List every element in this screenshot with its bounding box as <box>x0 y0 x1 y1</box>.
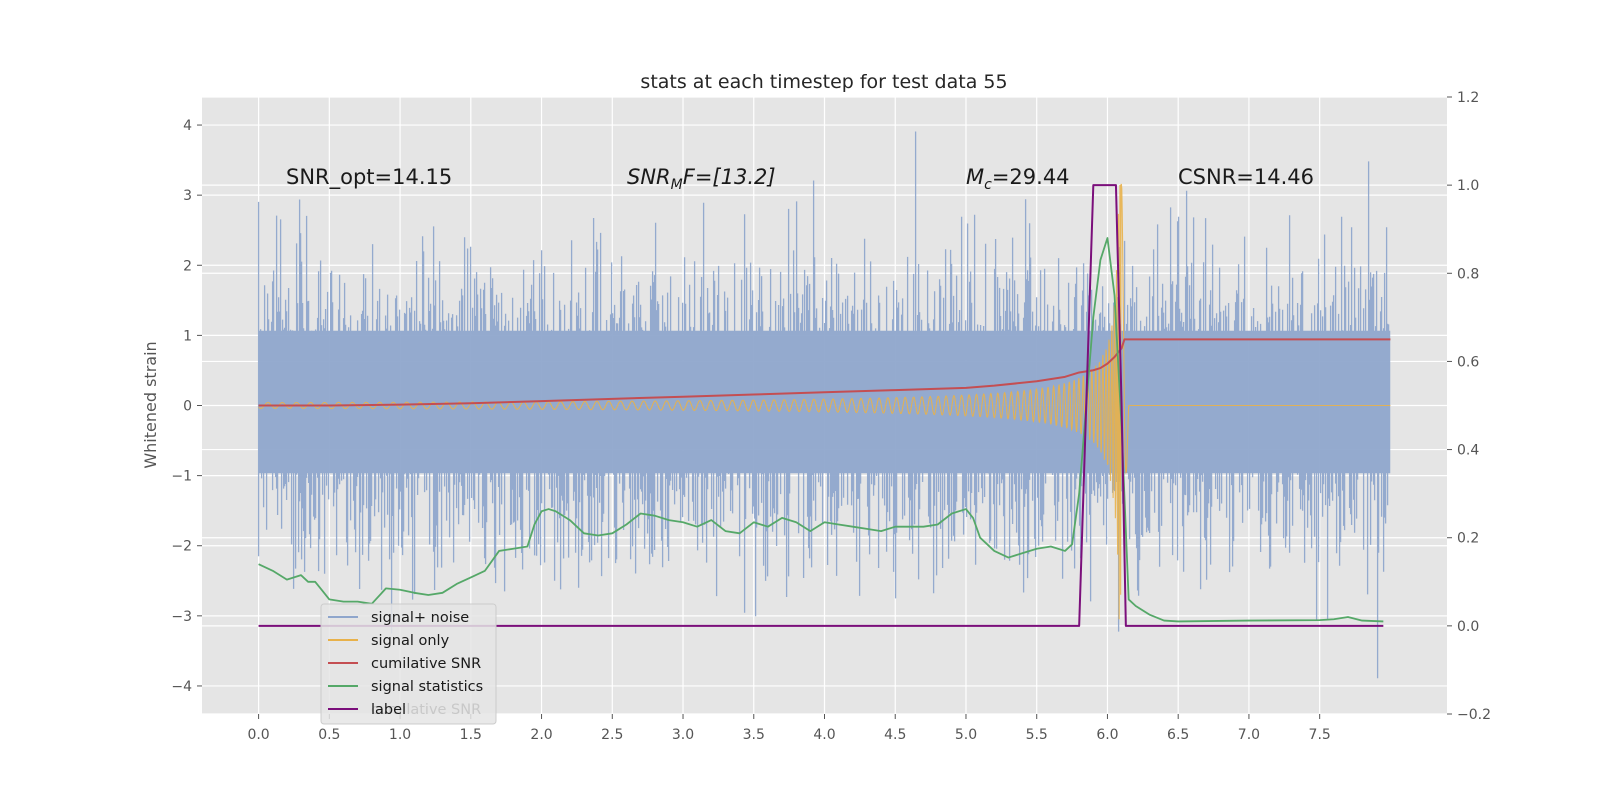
y2-tick-label: 0.0 <box>1457 619 1479 635</box>
label-series <box>258 184 1384 627</box>
y-tick-label: 1 <box>183 328 192 344</box>
annotation-snr-opt: SNR_opt=14.15 <box>286 165 452 190</box>
x-axis: 0.0 0.5 1.0 1.5 2.0 2.5 3.0 3.5 4.0 4.5 5.0 5.5 6.0 6… <box>247 714 1331 743</box>
x-tick-label: 5.5 <box>1026 727 1048 743</box>
legend-label: signal only <box>371 633 450 649</box>
y-tick-label: 4 <box>183 118 192 134</box>
chart-title: stats at each timestep for test data 55 <box>640 71 1007 93</box>
signal-only-series <box>258 183 1391 620</box>
y-axis-label: Whitened strain <box>141 341 160 468</box>
x-tick-label: 7.5 <box>1309 727 1331 743</box>
x-tick-label: 2.5 <box>601 727 623 743</box>
annotation-chirp-mass: Mc=29.44 <box>966 165 1070 193</box>
y-tick-label: 0 <box>183 399 192 415</box>
y-tick-label: −1 <box>171 469 192 485</box>
x-tick-label: 0.0 <box>247 727 269 743</box>
legend: cumilative SNR signal+ noise signal only c… <box>320 603 497 725</box>
signal-only-line <box>258 183 1391 620</box>
signal-statistics-series <box>258 237 1384 623</box>
x-tick-label: 5.0 <box>955 727 977 743</box>
legend-label: label <box>371 702 406 718</box>
y-tick-label: 3 <box>183 188 192 204</box>
y2-tick-label: 1.0 <box>1457 178 1479 194</box>
x-tick-label: 6.5 <box>1167 727 1189 743</box>
x-tick-label: 1.5 <box>460 727 482 743</box>
y2-tick-label: 0.8 <box>1457 266 1479 282</box>
y2-tick-label: 0.6 <box>1457 354 1479 370</box>
series-layer <box>257 131 1391 679</box>
y2-tick-label: 1.2 <box>1457 90 1479 106</box>
label-line <box>258 184 1384 627</box>
y-tick-label: −4 <box>171 679 192 695</box>
signal-statistics-line <box>258 237 1384 623</box>
y-tick-label: −3 <box>171 609 192 625</box>
annotation-snr-mf: SNRMF=[13.2] <box>627 165 776 193</box>
x-tick-label: 0.5 <box>318 727 340 743</box>
legend-label: cumilative SNR <box>371 656 481 672</box>
y2-tick-label: 0.4 <box>1457 443 1479 459</box>
x-tick-label: 3.0 <box>672 727 694 743</box>
y-axis-right: 1.2 1.0 0.8 0.6 0.4 0.2 0.0 −0.2 <box>1447 90 1491 723</box>
y2-tick-label: 0.2 <box>1457 531 1479 547</box>
legend-box <box>320 603 497 725</box>
x-tick-label: 4.0 <box>813 727 835 743</box>
x-tick-label: 1.0 <box>389 727 411 743</box>
x-tick-label: 6.0 <box>1096 727 1118 743</box>
annotation-csnr: CSNR=14.46 <box>1178 165 1314 189</box>
y-axis-left: 4 3 2 1 0 −1 −2 −3 −4 <box>171 118 202 695</box>
y2-tick-label: −0.2 <box>1457 707 1491 723</box>
legend-entries: signal+ noise signal only cumilative SNR si… <box>328 610 483 718</box>
legend-ghost-text: cumilative SNR <box>371 702 481 718</box>
legend-label: signal+ noise <box>371 610 469 626</box>
annotations: SNR_opt=14.15 SNRMF=[13.2] Mc=29.44 CSNR… <box>286 165 1314 193</box>
x-tick-label: 3.5 <box>743 727 765 743</box>
legend-label: signal statistics <box>371 679 483 695</box>
y-tick-label: 2 <box>183 258 192 274</box>
y-tick-label: −2 <box>171 539 192 555</box>
x-tick-label: 4.5 <box>884 727 906 743</box>
x-tick-label: 7.0 <box>1238 727 1260 743</box>
x-tick-label: 2.0 <box>530 727 552 743</box>
